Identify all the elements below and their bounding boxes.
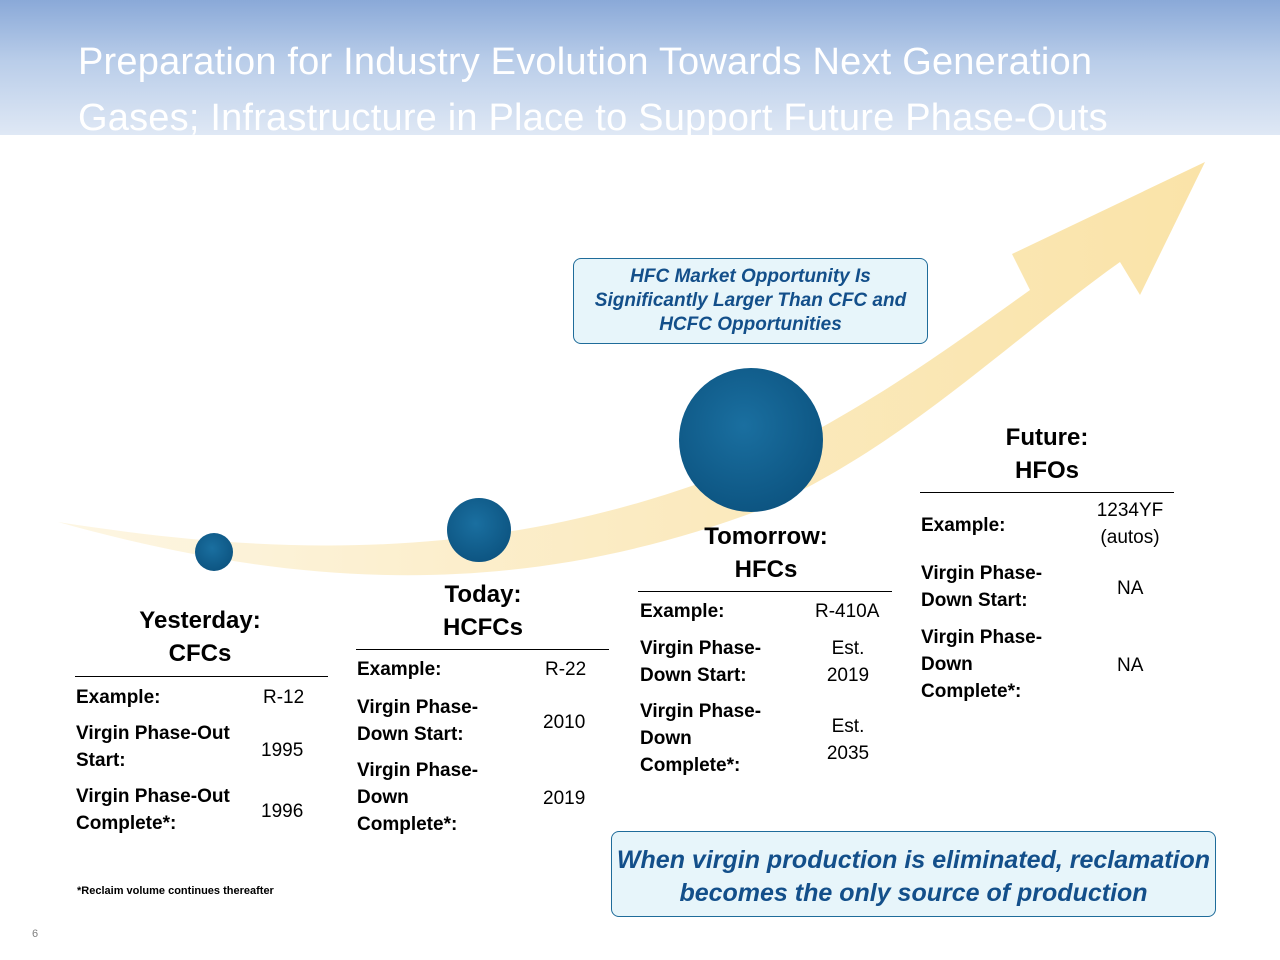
reclamation-callout: When virgin production is eliminated, re… <box>611 831 1216 917</box>
footnote: *Reclaim volume continues thereafter <box>77 885 274 897</box>
today-example-label: Example: <box>357 659 442 680</box>
circle-hcfcs <box>447 498 511 562</box>
tomorrow-complete-label: Virgin Phase- Down Complete*: <box>640 701 762 776</box>
page-title: Preparation for Industry Evolution Towar… <box>78 41 1108 139</box>
today-divider <box>356 649 609 650</box>
yesterday-start-value: 1995 <box>261 740 304 761</box>
today-heading: Today: HCFCs <box>442 581 523 641</box>
yesterday-example-value: R-12 <box>263 687 305 708</box>
yesterday-heading: Yesterday: CFCs <box>139 607 261 667</box>
header-banner <box>0 0 1280 135</box>
future-start-value: NA <box>1117 578 1144 599</box>
tomorrow-start-label: Virgin Phase- Down Start: <box>640 638 762 686</box>
yesterday-start-label: Virgin Phase-Out Start: <box>76 723 230 771</box>
today-example-value: R-22 <box>545 659 587 680</box>
today-start-value: 2010 <box>543 712 586 733</box>
future-heading: Future: HFOs <box>1005 424 1089 484</box>
future-example-label: Example: <box>921 515 1006 536</box>
tomorrow-example-value: R-410A <box>815 601 880 622</box>
circle-hfcs <box>679 368 823 512</box>
yesterday-divider <box>75 676 328 677</box>
future-complete-value: NA <box>1117 655 1144 676</box>
tomorrow-heading: Tomorrow: HFCs <box>704 523 828 583</box>
tomorrow-complete-value: Est. 2035 <box>826 716 870 764</box>
arrow-band <box>58 162 1205 576</box>
future-example-value: 1234YF (autos) <box>1096 500 1164 548</box>
tomorrow-divider <box>638 591 892 592</box>
yesterday-complete-label: Virgin Phase-Out Complete*: <box>76 786 230 834</box>
today-complete-value: 2019 <box>543 788 586 809</box>
today-start-label: Virgin Phase- Down Start: <box>357 697 479 745</box>
circle-cfcs <box>195 533 233 571</box>
future-complete-label: Virgin Phase- Down Complete*: <box>921 627 1043 702</box>
hfc-opportunity-callout: HFC Market Opportunity Is Significantly … <box>573 258 928 344</box>
tomorrow-example-label: Example: <box>640 601 725 622</box>
page-number: 6 <box>32 928 39 940</box>
yesterday-complete-value: 1996 <box>261 801 304 822</box>
future-divider <box>920 492 1174 493</box>
tomorrow-start-value: Est. 2019 <box>826 638 870 686</box>
future-start-label: Virgin Phase- Down Start: <box>921 563 1043 611</box>
yesterday-example-label: Example: <box>76 687 161 708</box>
today-complete-label: Virgin Phase- Down Complete*: <box>357 760 479 835</box>
